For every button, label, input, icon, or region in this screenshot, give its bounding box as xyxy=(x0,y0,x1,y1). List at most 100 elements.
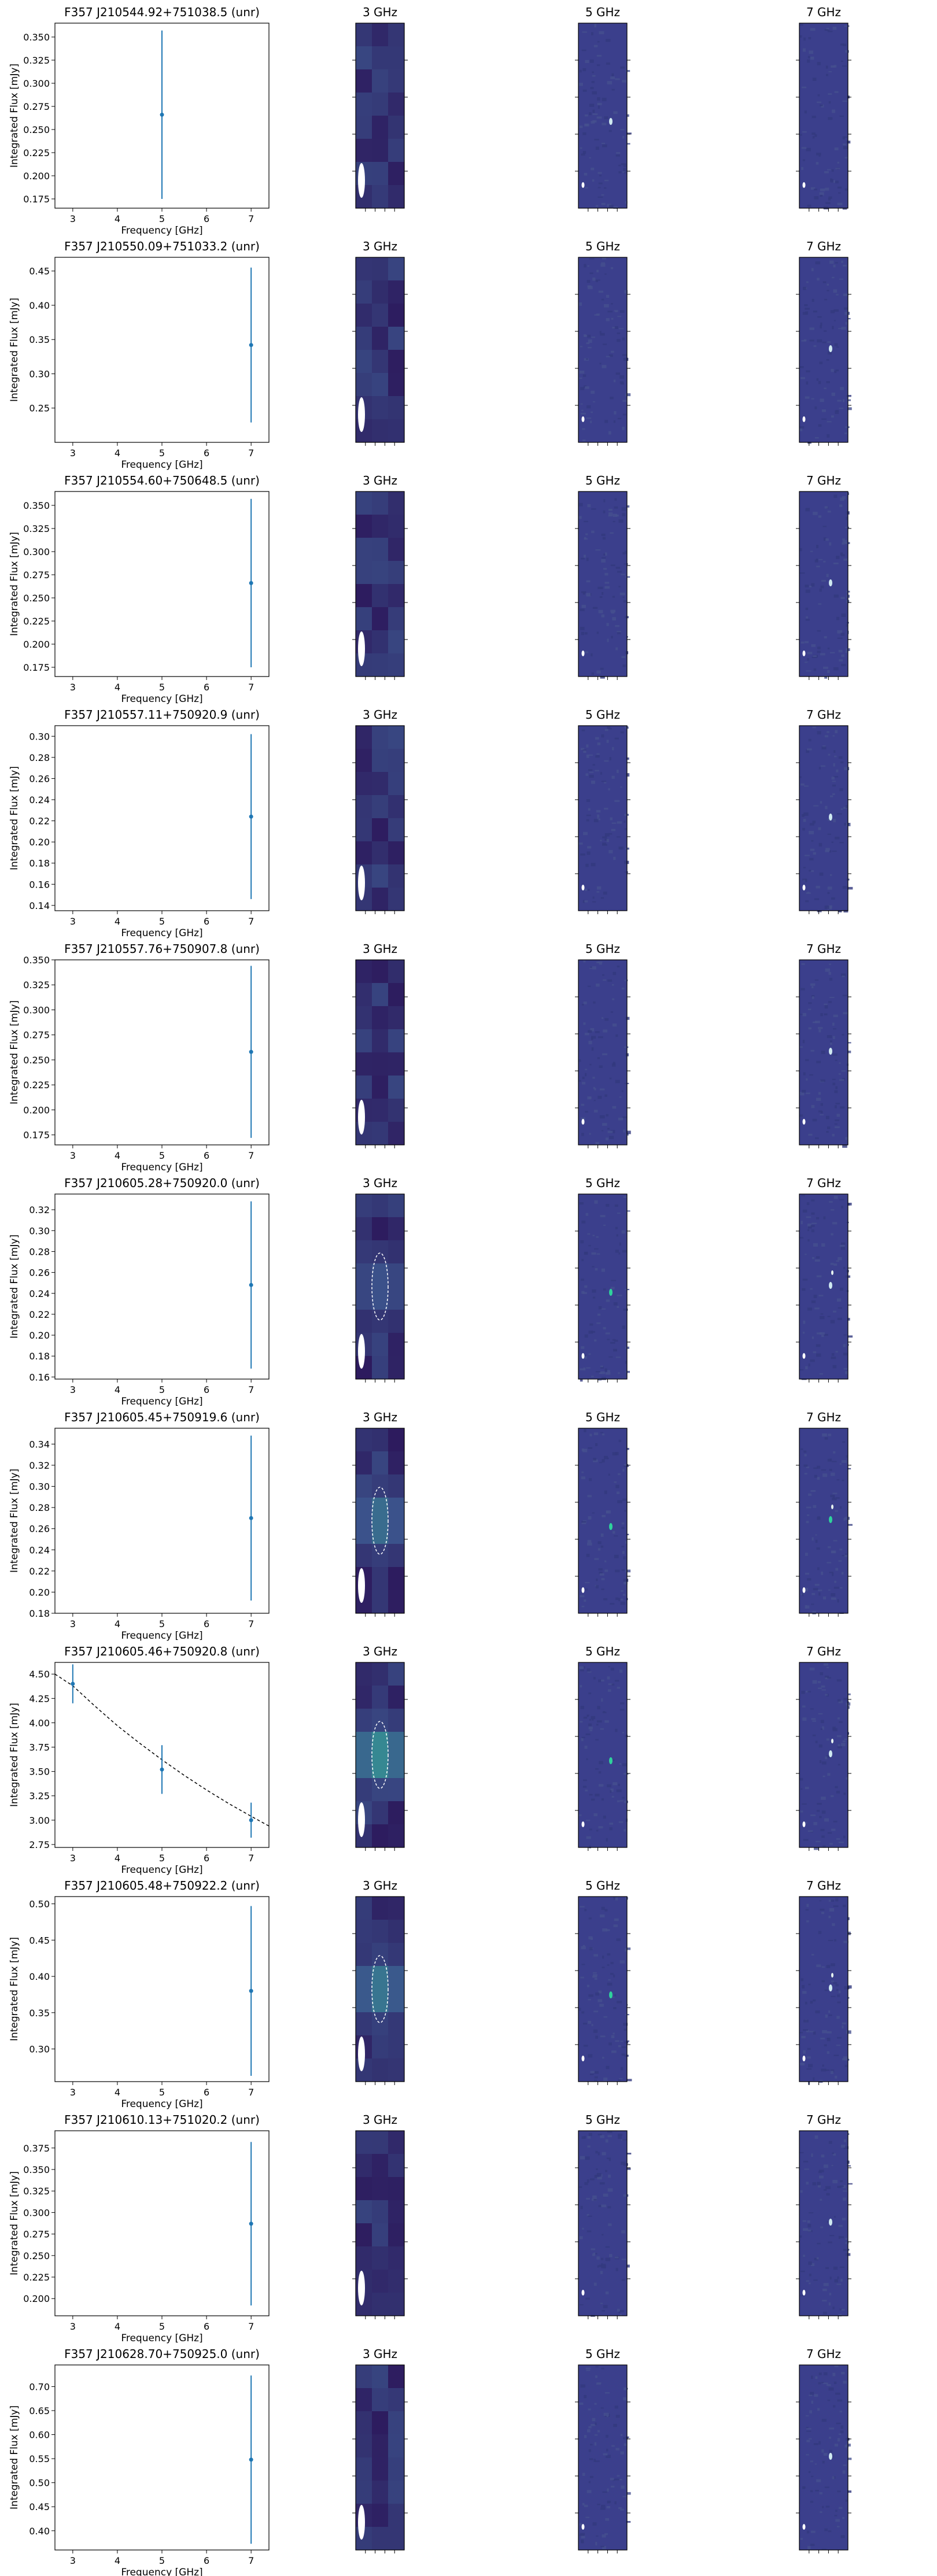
noise-pixel xyxy=(592,1718,594,1721)
noise-pixel xyxy=(622,400,628,402)
image-pixel xyxy=(388,1824,405,1848)
noise-pixel xyxy=(843,2190,847,2192)
noise-pixel xyxy=(817,1477,820,1480)
noise-pixel xyxy=(595,1992,600,1996)
noise-pixel xyxy=(581,591,586,593)
noise-pixel xyxy=(589,1478,592,1481)
noise-pixel xyxy=(831,2164,833,2167)
noise-pixel xyxy=(581,729,585,731)
noise-pixel xyxy=(842,542,845,545)
y-axis-label: Integrated Flux [mJy] xyxy=(9,1469,20,1573)
y-tick-label: 0.300 xyxy=(23,78,50,89)
image-pixel xyxy=(388,864,405,888)
noise-pixel xyxy=(832,1498,837,1500)
noise-pixel xyxy=(833,320,836,321)
noise-pixel xyxy=(602,2234,604,2236)
chart-row-0: F357 J210544.92+751038.5 (unr)3 4 5 6 70.175… xyxy=(9,5,851,236)
noise-pixel xyxy=(827,1035,832,1038)
noise-pixel xyxy=(599,963,602,965)
image-pixel xyxy=(388,1989,405,2013)
noise-pixel xyxy=(822,2064,824,2067)
noise-pixel xyxy=(828,2014,832,2016)
noise-pixel xyxy=(581,1103,585,1106)
noise-pixel xyxy=(589,967,592,969)
noise-pixel xyxy=(594,2175,599,2178)
y-axis-label: Integrated Flux [mJy] xyxy=(9,64,20,168)
y-tick-label: 0.25 xyxy=(29,403,50,414)
noise-pixel xyxy=(620,1602,626,1605)
image-pixel xyxy=(356,2457,372,2481)
noise-pixel xyxy=(591,167,595,171)
noise-pixel xyxy=(839,504,843,507)
noise-pixel xyxy=(599,1462,603,1463)
noise-pixel xyxy=(805,1366,808,1370)
noise-pixel xyxy=(626,757,629,760)
noise-pixel xyxy=(579,377,582,379)
noise-pixel xyxy=(606,1204,610,1207)
noise-pixel xyxy=(580,2304,584,2305)
noise-pixel xyxy=(599,1784,604,1787)
source-blob xyxy=(829,1984,832,1991)
noise-pixel xyxy=(832,1365,837,1369)
noise-pixel xyxy=(611,2050,617,2053)
image-pixel xyxy=(356,1920,372,1943)
noise-pixel xyxy=(818,2372,822,2375)
noise-pixel xyxy=(585,2297,590,2300)
image-background xyxy=(799,1897,848,2082)
noise-pixel xyxy=(818,2170,824,2172)
image-pixel xyxy=(388,1662,405,1686)
noise-pixel xyxy=(600,667,604,670)
noise-pixel xyxy=(808,2471,811,2473)
noise-pixel xyxy=(820,1114,824,1116)
image-pixel xyxy=(356,139,372,162)
noise-pixel xyxy=(598,1826,603,1829)
noise-pixel xyxy=(615,1597,619,1601)
noise-pixel xyxy=(811,1954,814,1956)
noise-pixel xyxy=(587,504,591,508)
noise-pixel xyxy=(811,2263,815,2267)
noise-pixel xyxy=(581,1346,585,1349)
noise-pixel xyxy=(838,1257,842,1261)
noise-pixel xyxy=(604,2392,610,2394)
noise-pixel xyxy=(807,1691,811,1693)
noise-pixel xyxy=(606,62,610,65)
noise-pixel xyxy=(607,1339,610,1340)
noise-pixel xyxy=(585,187,588,189)
noise-pixel xyxy=(599,1372,603,1374)
noise-pixel xyxy=(811,1222,817,1225)
noise-pixel xyxy=(585,1073,587,1077)
noise-pixel xyxy=(839,1244,845,1247)
noise-pixel xyxy=(606,1299,610,1302)
noise-pixel xyxy=(825,2505,830,2508)
noise-pixel xyxy=(586,819,589,822)
noise-pixel xyxy=(597,2152,600,2156)
noise-pixel xyxy=(586,744,589,748)
x-tick-label: 4 xyxy=(115,2087,120,2098)
noise-pixel xyxy=(843,1352,849,1356)
noise-pixel xyxy=(810,2500,814,2503)
noise-pixel xyxy=(819,361,823,364)
noise-pixel xyxy=(617,571,622,573)
x-tick-label: 4 xyxy=(115,1618,120,1629)
noise-pixel xyxy=(827,647,830,650)
y-tick-label: 0.26 xyxy=(29,1524,50,1535)
image-cutout-5ghz xyxy=(575,959,631,1148)
noise-pixel xyxy=(815,2376,818,2379)
noise-pixel xyxy=(820,1313,824,1315)
noise-pixel xyxy=(824,2486,829,2488)
noise-pixel xyxy=(832,1053,838,1056)
noise-pixel xyxy=(601,202,606,205)
noise-pixel xyxy=(839,788,843,792)
noise-pixel xyxy=(833,1263,838,1266)
noise-pixel xyxy=(842,2025,844,2029)
image-pixel xyxy=(388,257,405,281)
noise-pixel xyxy=(832,1310,836,1313)
image-header-5ghz: 5 GHz xyxy=(585,5,620,19)
noise-pixel xyxy=(838,649,843,653)
image-pixel xyxy=(372,1076,389,1099)
noise-pixel xyxy=(604,552,607,556)
image-pixel xyxy=(372,2035,389,2059)
noise-pixel xyxy=(834,1123,838,1125)
noise-pixel xyxy=(811,1718,816,1720)
noise-pixel xyxy=(806,2430,811,2432)
